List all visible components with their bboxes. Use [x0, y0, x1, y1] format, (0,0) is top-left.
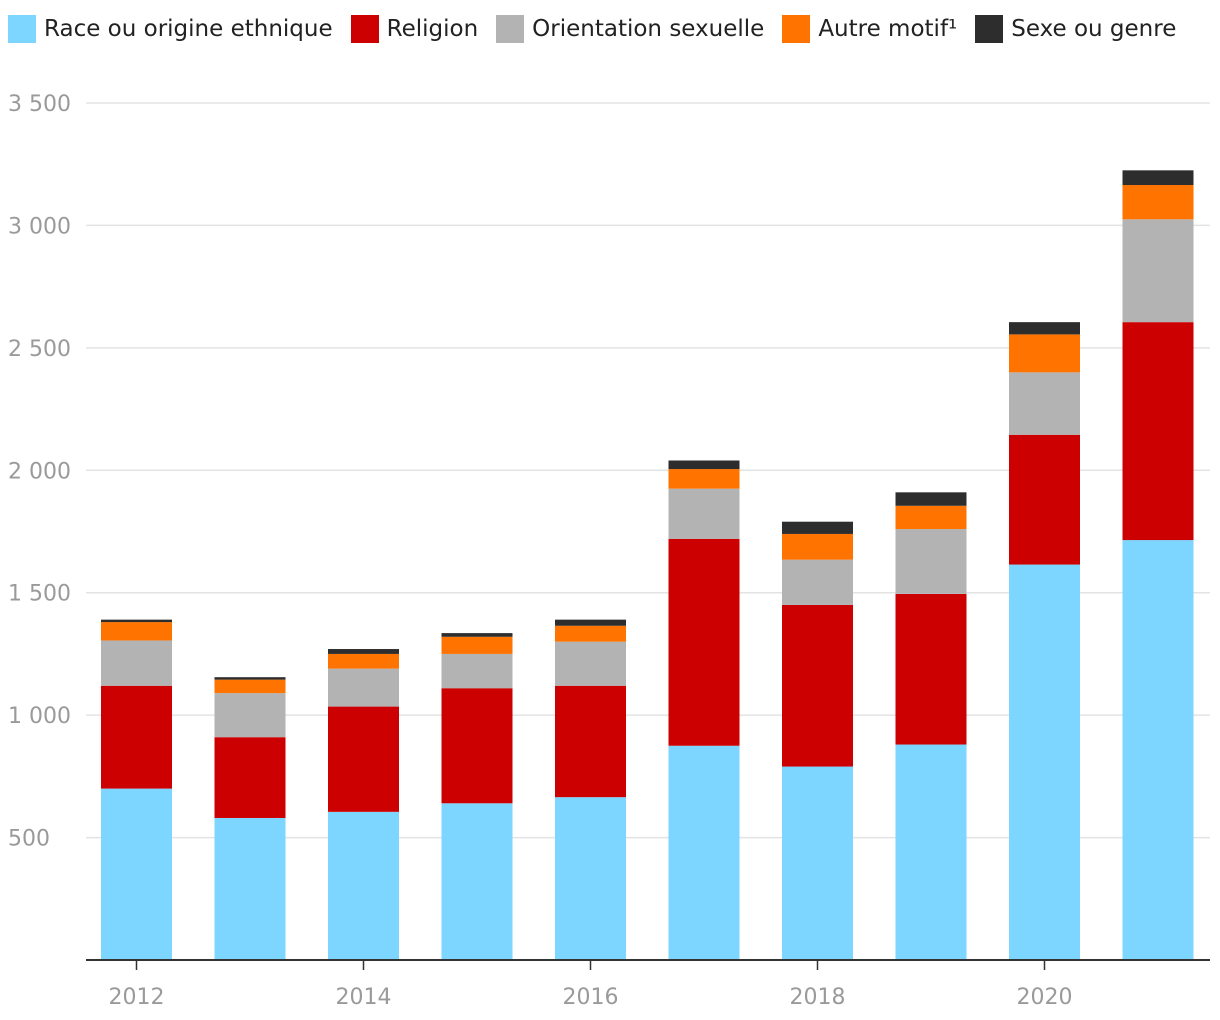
bar-segment-race-ou-origine-ethnique-2021 — [1122, 540, 1194, 960]
legend-swatch — [350, 15, 379, 43]
x-tick-label: 2014 — [336, 985, 392, 1010]
bar-segment-sexe-ou-genre-2014 — [328, 649, 399, 654]
bar-segment-race-ou-origine-ethnique-2018 — [782, 766, 853, 960]
legend-label: Orientation sexuelle — [532, 16, 765, 42]
x-tick-label: 2018 — [790, 985, 846, 1010]
y-tick-label: 2 000 — [8, 459, 71, 484]
bar-segment-race-ou-origine-ethnique-2020 — [1009, 564, 1080, 960]
y-tick-label: 3 500 — [8, 92, 71, 117]
y-tick-label: 2 500 — [8, 337, 71, 362]
bar-segment-race-ou-origine-ethnique-2012 — [101, 788, 172, 960]
bar-segment-orientation-sexuelle-2012 — [101, 640, 172, 686]
legend-label: Religion — [386, 16, 479, 42]
bar-segment-orientation-sexuelle-2018 — [782, 559, 853, 605]
x-tick-label: 2016 — [563, 985, 619, 1010]
bar-segment-autre-motif-2016 — [555, 625, 626, 642]
bar-segment-sexe-ou-genre-2018 — [782, 521, 853, 534]
bar-segment-religion-2012 — [101, 685, 172, 789]
bar-segment-religion-2020 — [1009, 434, 1080, 565]
bar-segment-sexe-ou-genre-2012 — [101, 619, 172, 623]
bar-segment-sexe-ou-genre-2016 — [555, 619, 626, 626]
bar-segment-orientation-sexuelle-2016 — [555, 641, 626, 686]
bar-segment-autre-motif-2014 — [328, 653, 399, 669]
legend: Race ou origine ethnique Religion Orientat… — [8, 12, 1194, 46]
x-tick-label: 2012 — [109, 985, 165, 1010]
bar-segment-sexe-ou-genre-2019 — [895, 492, 967, 506]
bar-segment-orientation-sexuelle-2017 — [668, 488, 740, 539]
y-tick-label: 1 500 — [8, 582, 71, 607]
legend-item-race-ou-origine-ethnique: Race ou origine ethnique — [8, 15, 333, 43]
y-tick-label: 3 000 — [8, 214, 71, 239]
y-tick-label: 1 000 — [8, 704, 71, 729]
bar-segment-race-ou-origine-ethnique-2017 — [668, 745, 740, 960]
bar-segment-orientation-sexuelle-2014 — [328, 668, 399, 707]
legend-label: Autre motif¹ — [818, 16, 958, 42]
legend-item-religion: Religion — [350, 15, 479, 43]
bar-segment-race-ou-origine-ethnique-2019 — [895, 744, 967, 960]
bar-segment-religion-2017 — [668, 538, 740, 746]
bar-segment-autre-motif-2012 — [101, 622, 172, 641]
legend-swatch — [975, 15, 1004, 43]
bar-segment-religion-2016 — [555, 685, 626, 798]
legend-item-autre-motif: Autre motif¹ — [782, 15, 957, 43]
legend-swatch — [8, 15, 36, 43]
legend-item-orientation-sexuelle: Orientation sexuelle — [496, 15, 764, 43]
bar-segment-autre-motif-2017 — [668, 469, 740, 489]
legend-item-sexe-ou-genre: Sexe ou genre — [975, 15, 1176, 43]
bar-segment-race-ou-origine-ethnique-2013 — [214, 817, 286, 960]
bar-segment-religion-2019 — [895, 593, 967, 745]
bar-segment-religion-2014 — [328, 706, 399, 812]
bar-segment-sexe-ou-genre-2013 — [214, 677, 286, 680]
bar-segment-religion-2013 — [214, 737, 286, 818]
bar-segment-orientation-sexuelle-2020 — [1009, 372, 1080, 435]
bar-segment-autre-motif-2013 — [214, 679, 286, 694]
bar-segment-orientation-sexuelle-2013 — [214, 693, 286, 738]
bar-segment-religion-2021 — [1122, 322, 1194, 541]
bar-segment-religion-2018 — [782, 604, 853, 767]
bar-segment-autre-motif-2018 — [782, 533, 853, 560]
bar-segment-sexe-ou-genre-2021 — [1122, 170, 1194, 186]
bar-segment-autre-motif-2021 — [1122, 185, 1194, 220]
bar-segment-race-ou-origine-ethnique-2015 — [441, 803, 513, 960]
legend-swatch — [782, 15, 811, 43]
bar-segment-autre-motif-2019 — [895, 505, 967, 530]
bar-segment-orientation-sexuelle-2021 — [1122, 219, 1194, 323]
bar-segment-sexe-ou-genre-2020 — [1009, 322, 1080, 335]
x-tick-label: 2020 — [1017, 985, 1073, 1010]
bar-segment-race-ou-origine-ethnique-2016 — [555, 797, 626, 960]
bar-segment-orientation-sexuelle-2015 — [441, 653, 513, 689]
bar-segment-race-ou-origine-ethnique-2014 — [328, 811, 399, 960]
bar-segment-sexe-ou-genre-2017 — [668, 460, 740, 470]
legend-swatch — [496, 15, 525, 43]
bar-segment-autre-motif-2020 — [1009, 334, 1080, 373]
y-tick-label: 500 — [8, 827, 50, 852]
legend-label: Race ou origine ethnique — [44, 16, 333, 42]
legend-label: Sexe ou genre — [1011, 16, 1177, 42]
bar-segment-autre-motif-2015 — [441, 636, 513, 654]
bar-segment-religion-2015 — [441, 688, 513, 804]
bar-segment-sexe-ou-genre-2015 — [441, 633, 513, 637]
bar-segment-orientation-sexuelle-2019 — [895, 529, 967, 594]
